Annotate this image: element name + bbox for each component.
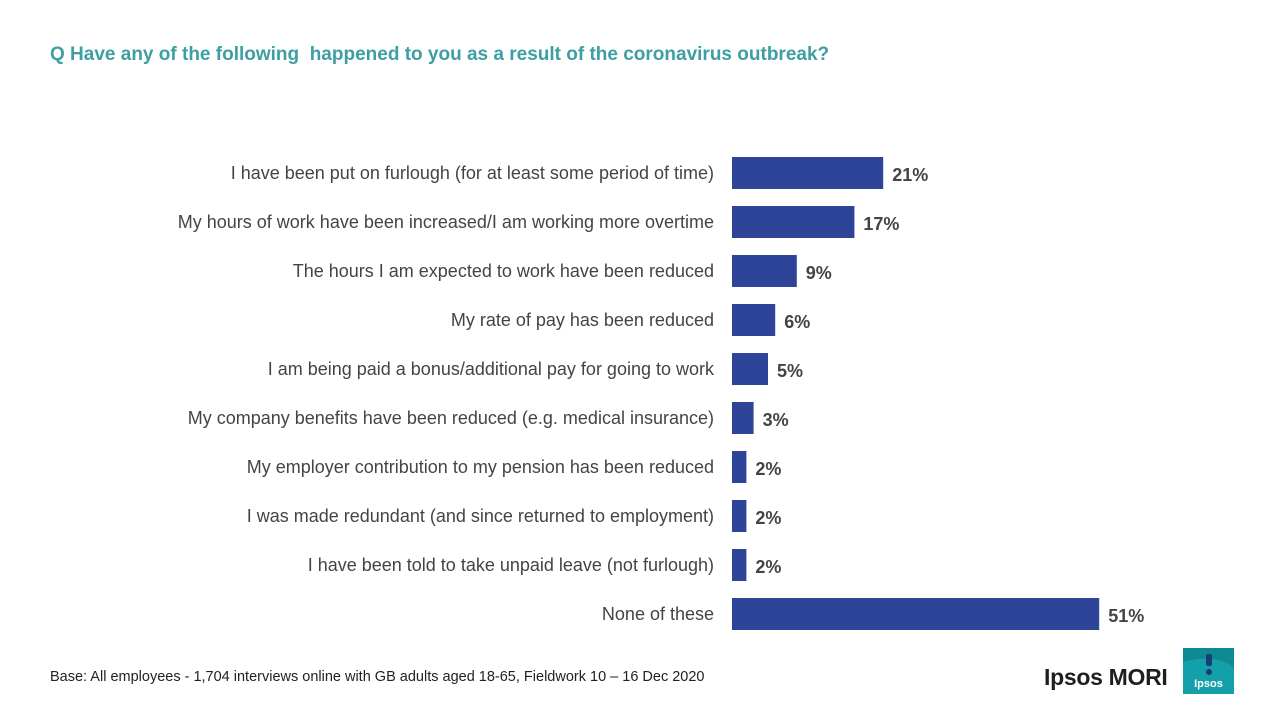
bar (732, 451, 747, 483)
value-label: 5% (777, 361, 803, 381)
value-label: 17% (863, 214, 899, 234)
brand-name: Ipsos MORI (1044, 664, 1168, 690)
category-label: My rate of pay has been reduced (451, 310, 714, 330)
ipsos-logo-icon: Ipsos (1183, 648, 1234, 694)
category-label: I have been put on furlough (for at leas… (231, 163, 714, 183)
bar (732, 500, 747, 532)
category-label: My employer contribution to my pension h… (247, 457, 714, 477)
category-label: I am being paid a bonus/additional pay f… (268, 359, 715, 379)
category-label: None of these (602, 604, 714, 624)
chart-title: Q Have any of the following happened to … (50, 44, 830, 65)
category-label: I was made redundant (and since returned… (247, 506, 714, 526)
bar (732, 157, 884, 189)
category-label: The hours I am expected to work have bee… (293, 261, 714, 281)
bar (732, 402, 754, 434)
base-footnote: Base: All employees - 1,704 interviews o… (50, 669, 705, 685)
value-label: 2% (755, 459, 781, 479)
bar (732, 353, 768, 385)
bar (732, 598, 1100, 630)
category-label: My hours of work have been increased/I a… (178, 212, 714, 232)
bar (732, 549, 747, 581)
bar (732, 304, 776, 336)
bar (732, 255, 797, 287)
logo-text: Ipsos (1194, 678, 1223, 690)
value-label: 3% (763, 410, 789, 430)
category-label: I have been told to take unpaid leave (n… (308, 555, 714, 575)
value-label: 21% (892, 165, 928, 185)
value-label: 51% (1108, 606, 1144, 626)
value-label: 2% (755, 508, 781, 528)
category-label: My company benefits have been reduced (e… (188, 408, 714, 428)
value-label: 6% (784, 312, 810, 332)
value-label: 9% (806, 263, 832, 283)
bar (732, 206, 855, 238)
value-label: 2% (755, 557, 781, 577)
